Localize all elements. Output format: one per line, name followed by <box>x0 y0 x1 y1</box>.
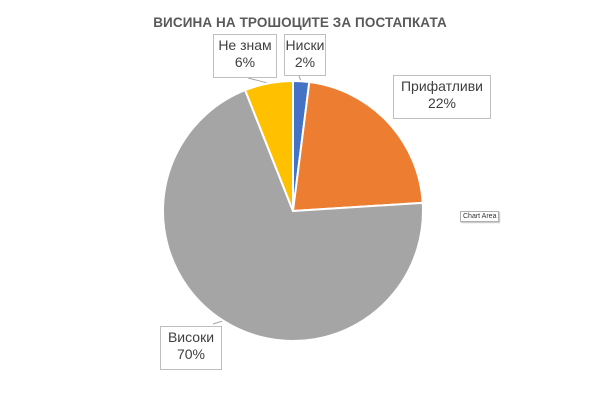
label-value: 2% <box>294 54 316 70</box>
pie-slices[interactable] <box>162 79 424 342</box>
data-label-prifatlivi[interactable]: Прифатливи 22% <box>393 75 491 119</box>
leader-line-3 <box>212 320 224 325</box>
label-category: Ниски <box>285 37 325 53</box>
label-value: 22% <box>427 95 457 111</box>
pie-slice-2[interactable] <box>291 80 424 213</box>
label-category: Високи <box>167 329 215 345</box>
pie-slice-4[interactable] <box>243 79 294 212</box>
chart-area-tooltip: Chart Area <box>460 211 500 222</box>
label-value: 70% <box>176 346 206 362</box>
data-label-visoki[interactable]: Високи 70% <box>160 326 222 370</box>
label-category: Не знам <box>218 37 272 53</box>
data-label-ne-znam[interactable]: Не знам 6% <box>213 34 277 78</box>
label-category: Прифатливи <box>400 78 484 94</box>
data-label-niski[interactable]: Ниски 2% <box>284 34 326 76</box>
chart-title: ВИСИНА НА ТРОШОЦИТЕ ЗА ПОСТАПКАТА <box>153 15 447 30</box>
leader-line-4 <box>247 77 269 84</box>
pie-slice-3[interactable] <box>162 88 424 342</box>
label-value: 6% <box>234 54 256 70</box>
